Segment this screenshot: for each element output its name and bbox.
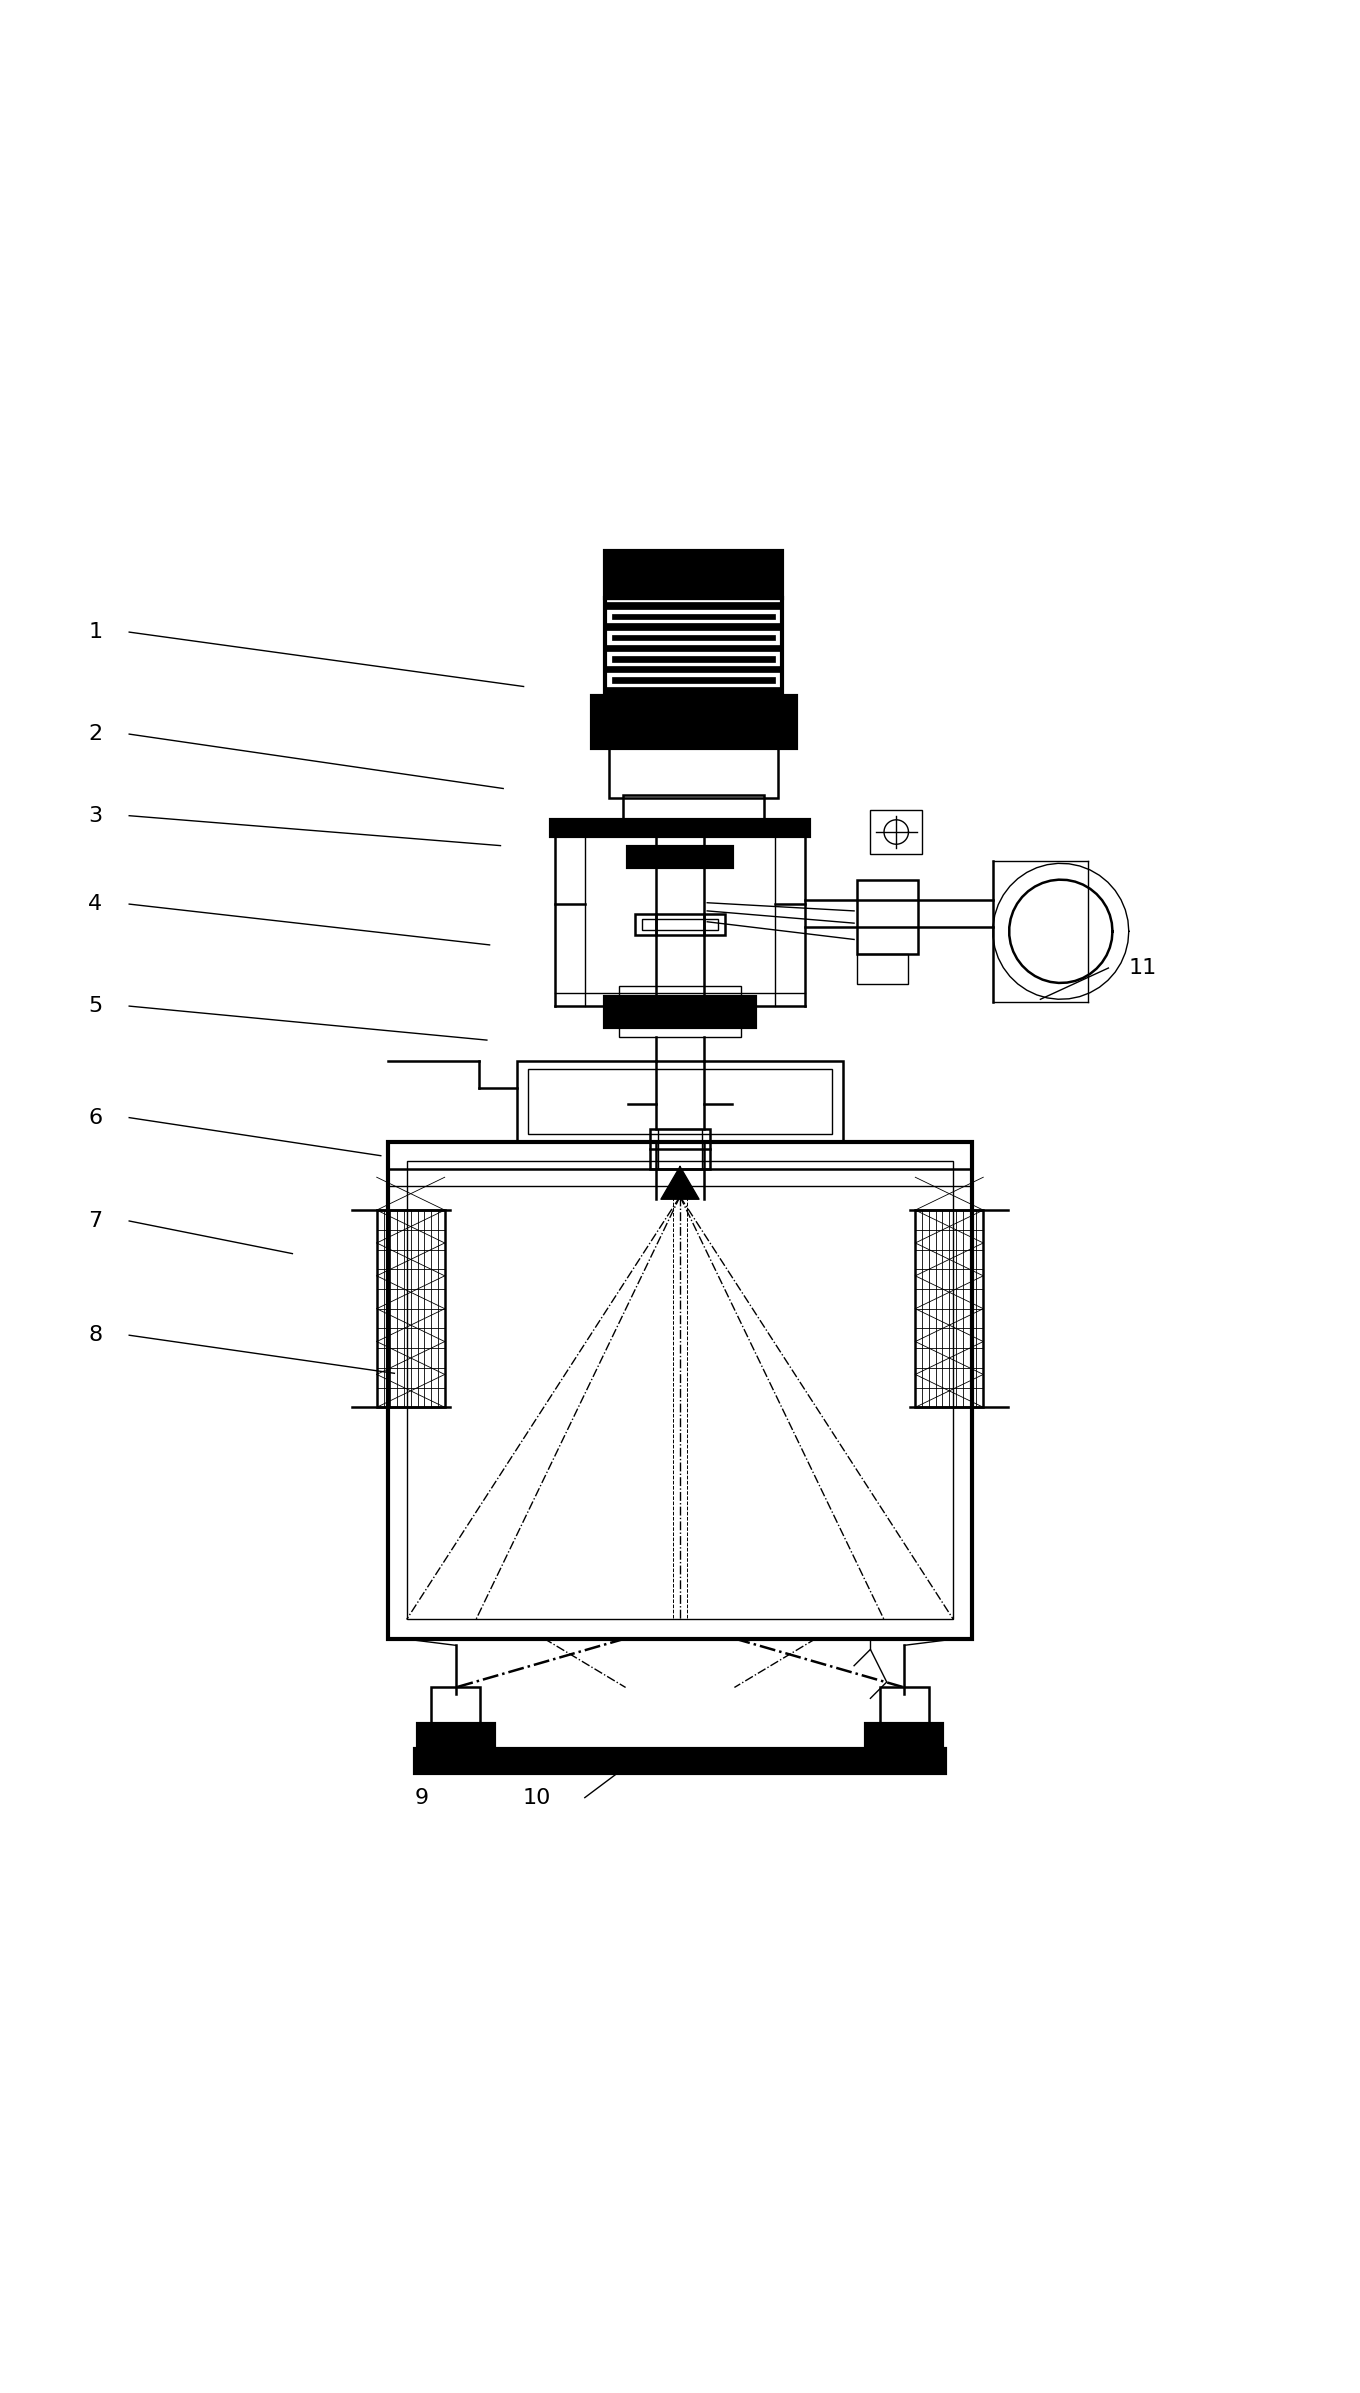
Text: 10: 10 [524,1788,551,1807]
Bar [612,634,775,641]
Text: 4: 4 [88,895,102,914]
Text: 3: 3 [88,806,102,826]
Text: 2: 2 [88,725,102,744]
Polygon shape [661,1165,699,1199]
Bar [658,1129,702,1170]
Bar [605,665,782,672]
Text: 1: 1 [88,622,102,641]
Text: 11: 11 [1129,957,1156,979]
Bar [407,1161,953,1620]
Text: 7: 7 [88,1211,102,1230]
Bar [551,821,809,835]
Text: 9: 9 [415,1788,428,1807]
Bar [866,1725,942,1749]
Bar [612,656,775,660]
Bar [635,914,725,936]
Bar [605,687,782,694]
Bar [605,995,755,1027]
Bar [609,747,778,797]
Bar [528,1070,832,1134]
Bar [857,881,918,955]
Bar [431,1687,480,1725]
Bar [880,1687,929,1725]
Bar [915,1211,983,1407]
Bar [612,615,775,620]
Bar [870,811,922,854]
Bar [605,625,782,629]
Bar [612,677,775,682]
Bar [517,1060,843,1141]
Bar [605,644,782,651]
Bar [619,1027,741,1039]
Text: 5: 5 [88,995,102,1017]
Bar [619,986,741,995]
Bar [415,1749,945,1773]
Bar [388,1141,972,1639]
Bar [605,550,782,598]
Bar [642,919,718,931]
Bar [857,955,908,984]
Bar [623,794,764,823]
Bar [605,598,782,694]
Bar [628,847,732,866]
Bar [592,696,796,747]
Text: 8: 8 [88,1326,102,1345]
Bar [650,1129,710,1170]
Bar [418,1725,494,1749]
Text: 6: 6 [88,1108,102,1127]
Bar [377,1211,445,1407]
Bar [605,603,782,608]
